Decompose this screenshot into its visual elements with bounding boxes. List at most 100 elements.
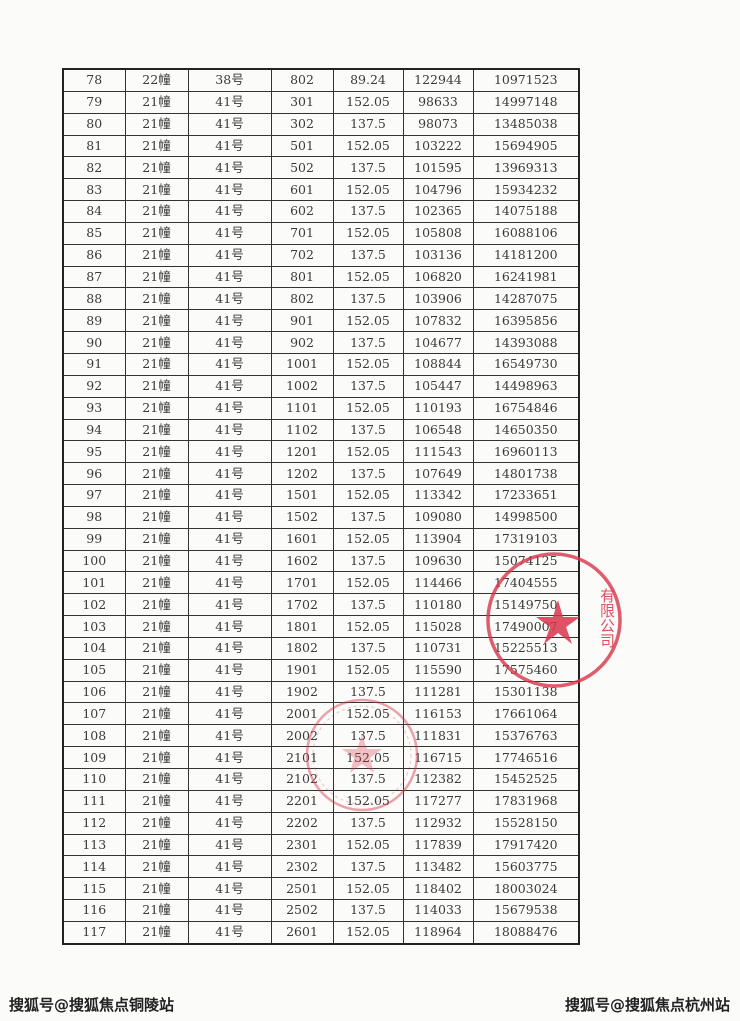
room-cell: 601 [270, 178, 334, 202]
room-cell: 901 [270, 309, 334, 333]
unit-cell: 41号 [187, 112, 272, 136]
room-cell: 501 [270, 134, 334, 158]
table-row: 115 21幢 41号 2501 152.05 118402 18003024 [62, 877, 580, 901]
total-price-cell: 17831968 [472, 789, 580, 813]
row-number-cell: 81 [62, 134, 126, 158]
total-price-cell: 14287075 [472, 287, 580, 311]
area-cell: 137.5 [332, 811, 404, 835]
table-row: 80 21幢 41号 302 137.5 98073 13485038 [62, 112, 580, 136]
row-number-cell: 109 [62, 746, 126, 769]
unit-price-cell: 118402 [402, 877, 474, 901]
total-price-cell: 17661064 [472, 702, 580, 726]
row-number-cell: 111 [62, 789, 126, 813]
row-number-cell: 86 [62, 243, 126, 267]
building-cell: 21幢 [124, 156, 189, 180]
table-row: 112 21幢 41号 2202 137.5 112932 15528150 [62, 811, 580, 835]
table-row: 101 21幢 41号 1701 152.05 114466 17404555 [62, 571, 580, 595]
unit-cell: 41号 [187, 331, 272, 354]
building-cell: 21幢 [124, 746, 189, 769]
building-cell: 21幢 [124, 615, 189, 638]
room-cell: 1001 [270, 352, 334, 376]
unit-price-cell: 117277 [402, 789, 474, 813]
table-row: 78 22幢 38号 802 89.24 122944 10971523 [62, 68, 580, 92]
row-number-cell: 112 [62, 811, 126, 835]
area-cell: 152.05 [332, 396, 404, 420]
total-price-cell: 15934232 [472, 178, 580, 202]
row-number-cell: 90 [62, 331, 126, 354]
unit-cell: 41号 [187, 374, 272, 398]
room-cell: 1901 [270, 658, 334, 682]
room-cell: 1601 [270, 527, 334, 551]
unit-price-cell: 109630 [402, 549, 474, 573]
room-cell: 2102 [270, 768, 334, 791]
row-number-cell: 94 [62, 418, 126, 442]
total-price-cell: 13485038 [472, 112, 580, 136]
row-number-cell: 102 [62, 593, 126, 617]
table-row: 100 21幢 41号 1602 137.5 109630 15074125 [62, 549, 580, 573]
building-cell: 21幢 [124, 636, 189, 660]
unit-price-cell: 110193 [402, 396, 474, 420]
area-cell: 152.05 [332, 221, 404, 245]
watermark-left: 搜狐号@搜狐焦点铜陵站 [9, 996, 175, 1014]
unit-cell: 41号 [187, 571, 272, 595]
row-number-cell: 88 [62, 287, 126, 311]
room-cell: 301 [270, 90, 334, 114]
total-price-cell: 16088106 [472, 221, 580, 245]
unit-cell: 41号 [187, 527, 272, 551]
unit-cell: 41号 [187, 724, 272, 748]
room-cell: 2202 [270, 811, 334, 835]
area-cell: 137.5 [332, 768, 404, 791]
unit-price-cell: 112932 [402, 811, 474, 835]
table-row: 92 21幢 41号 1002 137.5 105447 14498963 [62, 374, 580, 398]
area-cell: 137.5 [332, 462, 404, 486]
table-row: 109 21幢 41号 2101 152.05 116715 17746516 [62, 746, 580, 769]
area-cell: 152.05 [332, 702, 404, 726]
unit-price-cell: 102365 [402, 200, 474, 223]
area-cell: 137.5 [332, 418, 404, 442]
building-cell: 21幢 [124, 527, 189, 551]
area-cell: 137.5 [332, 243, 404, 267]
unit-price-cell: 113482 [402, 855, 474, 879]
building-cell: 21幢 [124, 484, 189, 507]
total-price-cell: 15694905 [472, 134, 580, 158]
area-cell: 137.5 [332, 855, 404, 879]
total-price-cell: 18003024 [472, 877, 580, 901]
unit-cell: 41号 [187, 636, 272, 660]
row-number-cell: 89 [62, 309, 126, 333]
room-cell: 1501 [270, 484, 334, 507]
building-cell: 21幢 [124, 899, 189, 922]
table-body: 78 22幢 38号 802 89.24 122944 10971523 79 21幢 41号 30… [62, 68, 580, 945]
row-number-cell: 117 [62, 920, 126, 945]
unit-price-cell: 98073 [402, 112, 474, 136]
area-cell: 152.05 [332, 571, 404, 595]
unit-cell: 41号 [187, 855, 272, 879]
total-price-cell: 17233651 [472, 484, 580, 507]
total-price-cell: 14075188 [472, 200, 580, 223]
unit-price-cell: 116153 [402, 702, 474, 726]
unit-cell: 41号 [187, 265, 272, 289]
building-cell: 21幢 [124, 331, 189, 354]
total-price-cell: 15452525 [472, 768, 580, 791]
row-number-cell: 110 [62, 768, 126, 791]
unit-cell: 41号 [187, 549, 272, 573]
unit-price-cell: 104677 [402, 331, 474, 354]
total-price-cell: 18088476 [472, 920, 580, 945]
area-cell: 137.5 [332, 331, 404, 354]
total-price-cell: 14997148 [472, 90, 580, 114]
building-cell: 21幢 [124, 200, 189, 223]
unit-price-cell: 122944 [402, 68, 474, 92]
table-row: 116 21幢 41号 2502 137.5 114033 15679538 [62, 899, 580, 922]
row-number-cell: 115 [62, 877, 126, 901]
room-cell: 902 [270, 331, 334, 354]
building-cell: 21幢 [124, 877, 189, 901]
building-cell: 21幢 [124, 221, 189, 245]
table-row: 107 21幢 41号 2001 152.05 116153 17661064 [62, 702, 580, 726]
room-cell: 802 [270, 68, 334, 92]
area-cell: 152.05 [332, 134, 404, 158]
room-cell: 2301 [270, 833, 334, 857]
total-price-cell: 15528150 [472, 811, 580, 835]
total-price-cell: 15149750 [472, 593, 580, 617]
unit-cell: 41号 [187, 877, 272, 901]
table-row: 102 21幢 41号 1702 137.5 110180 15149750 [62, 593, 580, 617]
room-cell: 2302 [270, 855, 334, 879]
